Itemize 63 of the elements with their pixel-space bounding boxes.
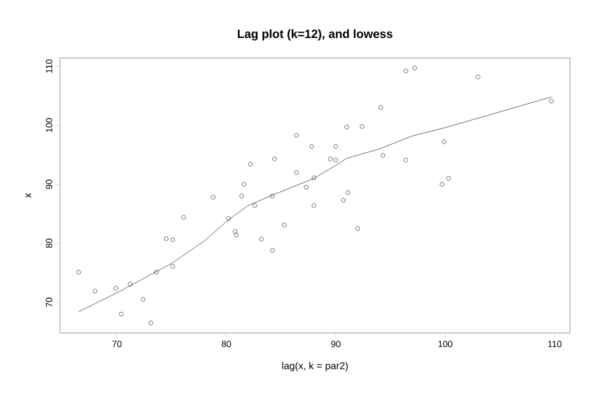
point — [344, 124, 349, 130]
x-tick-label: 100 — [438, 340, 452, 348]
point — [259, 236, 264, 242]
point — [248, 162, 253, 166]
point — [380, 153, 386, 158]
point — [341, 198, 346, 202]
point — [242, 182, 246, 186]
point — [360, 124, 364, 129]
point — [232, 229, 238, 234]
y-tick-label: 110 — [46, 59, 52, 73]
chart-title: Lag plot (k=12), and lowess — [238, 29, 392, 40]
point — [154, 270, 158, 274]
point — [114, 286, 118, 290]
y-tick-label: 100 — [46, 118, 52, 132]
point — [294, 133, 299, 138]
point — [334, 158, 338, 162]
point — [442, 140, 446, 144]
point — [404, 158, 408, 162]
point — [312, 176, 316, 180]
point — [272, 156, 277, 162]
x-tick-label: 80 — [222, 340, 231, 348]
y-tick-label: 80 — [46, 238, 52, 248]
point — [440, 182, 444, 186]
point — [170, 238, 175, 242]
point — [404, 68, 408, 74]
point — [140, 297, 146, 302]
point — [270, 248, 275, 253]
point — [270, 194, 275, 198]
point — [148, 320, 154, 326]
point — [92, 288, 98, 294]
x-tick-label: 90 — [331, 340, 340, 348]
point — [164, 236, 168, 241]
point — [346, 190, 350, 195]
point — [170, 264, 175, 269]
point — [119, 312, 124, 316]
y-tick-label: 70 — [46, 298, 52, 307]
point — [446, 176, 451, 181]
x-axis-title: lag(x, k = par2) — [282, 362, 348, 372]
point — [312, 203, 316, 208]
point — [76, 270, 81, 274]
point — [412, 66, 417, 70]
point — [355, 226, 360, 231]
x-tick-label: 110 — [548, 340, 562, 348]
point — [282, 222, 287, 228]
line-series — [78, 96, 552, 312]
point — [476, 74, 480, 80]
point — [304, 185, 308, 190]
point — [378, 105, 383, 110]
y-tick-label: 90 — [46, 180, 52, 189]
point — [549, 98, 554, 104]
point — [181, 215, 186, 220]
point — [234, 232, 238, 238]
point — [128, 282, 132, 286]
point — [294, 170, 299, 175]
point — [334, 144, 338, 149]
point — [252, 203, 257, 208]
point — [239, 194, 244, 198]
point — [226, 216, 231, 221]
point — [310, 144, 314, 149]
point — [211, 195, 216, 200]
point — [328, 156, 333, 162]
y-axis-title: x — [26, 193, 32, 198]
x-tick-label: 70 — [112, 340, 122, 348]
